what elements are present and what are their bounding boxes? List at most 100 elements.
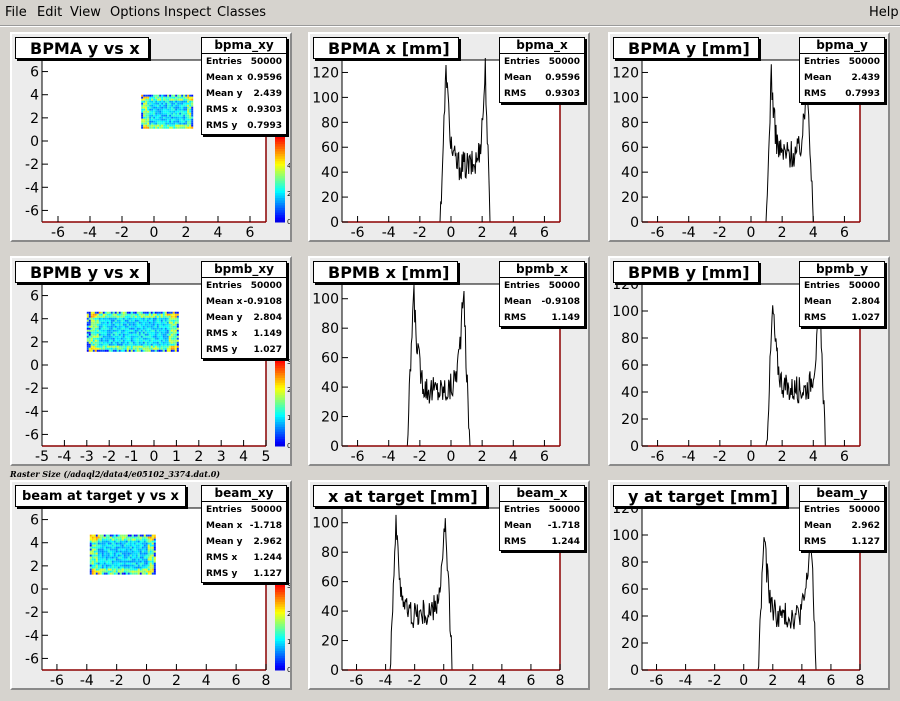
heatmap-cell — [93, 536, 96, 539]
heatmap-cell — [138, 331, 141, 334]
menu-classes[interactable]: Classes — [217, 5, 266, 20]
heatmap-cell — [128, 323, 131, 326]
heatmap-cell — [124, 339, 127, 342]
pad-bpmb_x[interactable]: -6 -4 -2 0 2 4 6 0 20 40 60 80 100 BPMB x [mm] bpmb_x E… — [308, 256, 590, 466]
x-tick-label: 0 — [439, 673, 448, 688]
heatmap-cell — [183, 106, 186, 109]
menu-file[interactable]: File — [5, 5, 27, 20]
heatmap-cell — [189, 110, 192, 113]
menu-inspect[interactable]: Inspect — [164, 5, 212, 20]
heatmap-cell — [130, 329, 133, 332]
x-tick-label: -4 — [80, 673, 94, 688]
stats-key: Mean — [504, 521, 532, 531]
heatmap-cell — [143, 114, 146, 117]
heatmap-cell — [141, 570, 144, 573]
heatmap-cell — [151, 540, 154, 543]
heatmap-cell — [157, 114, 160, 117]
heatmap-cell — [166, 319, 169, 322]
heatmap-cell — [185, 120, 188, 123]
heatmap-cell — [114, 333, 117, 336]
menu-edit[interactable]: Edit — [37, 5, 63, 20]
heatmap-cell — [181, 106, 184, 109]
heatmap-cell — [145, 572, 148, 575]
heatmap-cell — [111, 558, 114, 561]
stats-key: Entries — [206, 57, 242, 67]
heatmap-cell — [97, 558, 100, 561]
heatmap-cell — [120, 343, 123, 346]
heatmap-cell — [136, 329, 139, 332]
heatmap-cell — [92, 317, 95, 320]
heatmap-cell — [118, 333, 121, 336]
heatmap-cell — [105, 560, 108, 563]
heatmap-cell — [145, 544, 148, 547]
heatmap-cell — [181, 98, 184, 101]
y-tick-label: -6 — [25, 651, 39, 667]
heatmap-cell — [149, 570, 152, 573]
pad-beam_y[interactable]: -6 -4 -2 0 2 4 6 8 0 20 40 60 80 100 120 y at target [m… — [608, 480, 890, 690]
heatmap-cell — [123, 546, 126, 549]
heatmap-cell — [149, 564, 152, 567]
stats-key: RMS y — [206, 121, 238, 131]
heatmap-cell — [102, 339, 105, 342]
heatmap-cell — [93, 544, 96, 547]
heatmap-cell — [97, 572, 100, 575]
heatmap-cell — [129, 572, 132, 575]
x-tick-label: 4 — [809, 449, 818, 464]
heatmap-cell — [151, 98, 154, 101]
menu-view[interactable]: View — [70, 5, 101, 20]
stats-value: 0.9303 — [545, 89, 580, 99]
heatmap-cell — [174, 329, 177, 332]
heatmap-cell — [151, 562, 154, 565]
heatmap-cell — [98, 317, 101, 320]
stats-key: Mean y — [206, 537, 243, 547]
heatmap-cell — [113, 554, 116, 557]
heatmap-cell — [126, 321, 129, 324]
heatmap-cell — [112, 313, 115, 316]
heatmap-cell — [138, 341, 141, 344]
heatmap-cell — [97, 548, 100, 551]
heatmap-cell — [151, 566, 154, 569]
heatmap-cell — [119, 572, 122, 575]
y-tick-label: 40 — [321, 380, 339, 396]
heatmap-cell — [167, 112, 170, 115]
heatmap-cell — [89, 562, 92, 565]
heatmap-cell — [143, 552, 146, 555]
pad-bpma_x[interactable]: -6 -4 -2 0 2 4 6 0 20 40 60 80 100 120 BPMA x [mm] bpma… — [308, 32, 590, 242]
stats-row: RMS 0.7993 — [800, 86, 884, 102]
heatmap-cell — [123, 550, 126, 553]
heatmap-cell — [117, 544, 120, 547]
heatmap-cell — [168, 313, 171, 316]
heatmap-cell — [97, 560, 100, 563]
heatmap-cell — [176, 337, 179, 340]
heatmap-cell — [88, 315, 91, 318]
heatmap-cell — [107, 566, 110, 569]
heatmap-cell — [99, 548, 102, 551]
heatmap-cell — [99, 536, 102, 539]
y-tick-label: 6 — [30, 65, 39, 81]
heatmap-cell — [153, 122, 156, 125]
menu-help[interactable]: Help — [869, 5, 899, 20]
stats-value: 50000 — [848, 505, 880, 515]
heatmap-cell — [170, 331, 173, 334]
y-tick-label: 0 — [330, 439, 339, 455]
heatmap-cell — [149, 546, 152, 549]
heatmap-cell — [136, 335, 139, 338]
heatmap-cell — [118, 339, 121, 342]
heatmap-cell — [153, 562, 156, 565]
heatmap-cell — [135, 546, 138, 549]
heatmap-cell — [141, 124, 144, 127]
pad-beam_x[interactable]: -6 -4 -2 0 2 4 6 8 0 20 40 60 80 100 x at target [mm] b… — [308, 480, 590, 690]
x-tick-label: 0 — [739, 673, 748, 688]
pad-bpmb_y[interactable]: -6 -4 -2 0 2 4 6 0 20 40 60 80 100 120 BPMB y [mm] bpmb… — [608, 256, 890, 466]
heatmap-cell — [179, 94, 182, 97]
heatmap-cell — [187, 98, 190, 101]
heatmap-cell — [145, 108, 148, 111]
pad-bpma_y[interactable]: -6 -4 -2 0 2 4 6 0 20 40 60 80 100 120 BPMA y [mm] bpma… — [608, 32, 890, 242]
heatmap-cell — [117, 562, 120, 565]
heatmap-cell — [121, 552, 124, 555]
menu-options[interactable]: Options — [110, 5, 161, 20]
heatmap-cell — [89, 552, 92, 555]
